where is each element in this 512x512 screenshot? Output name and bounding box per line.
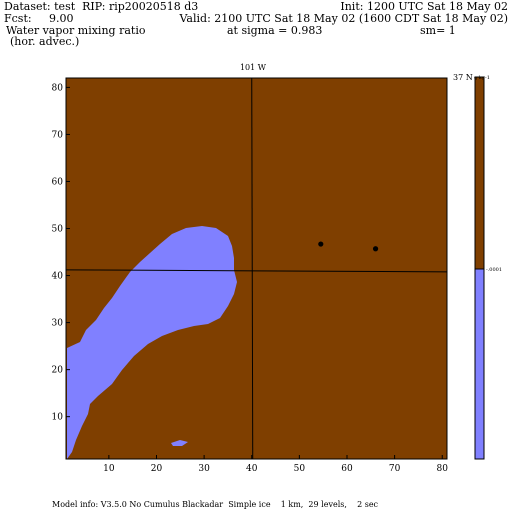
station-marker bbox=[372, 246, 379, 252]
y-tick-label: 10 bbox=[52, 413, 64, 423]
field-name-label: Water vapor mixing ratio bbox=[6, 24, 146, 37]
colorbar-below-segment bbox=[474, 268, 485, 460]
x-tick-label: 60 bbox=[341, 464, 353, 474]
x-tick-label: 20 bbox=[151, 464, 163, 474]
colorbar-units-label: g kg-1 bbox=[474, 75, 490, 81]
meridian-label: 101 W bbox=[240, 63, 267, 72]
model-info-label: Model info: V3.5.0 No Cumulus Blackadar … bbox=[52, 500, 379, 509]
x-tick-label: 80 bbox=[437, 464, 449, 474]
colorbar-above-segment bbox=[474, 76, 485, 270]
x-tick-label: 40 bbox=[246, 464, 258, 474]
x-tick-label: 10 bbox=[103, 464, 115, 474]
colorbar: g kg-1 -.0001 bbox=[474, 75, 502, 460]
y-tick-label: 80 bbox=[52, 83, 64, 93]
sigma-level-label: at sigma = 0.983 bbox=[227, 24, 323, 37]
field-background bbox=[66, 78, 447, 459]
x-tick-label: 50 bbox=[294, 464, 306, 474]
parallel-line bbox=[65, 269, 448, 273]
y-tick-label: 20 bbox=[52, 366, 64, 376]
plot-frame bbox=[65, 77, 448, 460]
station-marker bbox=[318, 241, 324, 247]
forecast-hour-label: Fcst: 9.00 bbox=[4, 12, 74, 25]
x-tick-label: 30 bbox=[198, 464, 210, 474]
moisture-region-main bbox=[67, 226, 237, 459]
y-tick-label: 30 bbox=[52, 319, 64, 329]
y-tick-label: 40 bbox=[52, 272, 64, 282]
plot-area bbox=[65, 77, 448, 460]
moisture-region-small bbox=[171, 440, 188, 446]
valid-time-label: Valid: 2100 UTC Sat 18 May 02 (1600 CDT … bbox=[179, 12, 509, 25]
y-tick-label: 50 bbox=[52, 225, 64, 235]
y-tick-label: 60 bbox=[52, 177, 64, 187]
colorbar-threshold-label: -.0001 bbox=[486, 267, 502, 273]
y-tick-label: 70 bbox=[52, 130, 64, 140]
latitude-corner-label: 37 N bbox=[453, 73, 473, 82]
field-subtitle-label: (hor. advec.) bbox=[10, 35, 80, 48]
smoothing-label: sm= 1 bbox=[420, 24, 456, 37]
meridian-line bbox=[251, 77, 254, 460]
init-time-label: Init: 1200 UTC Sat 18 May 02 bbox=[340, 0, 508, 13]
dataset-label: Dataset: test RIP: rip20020518 d3 bbox=[4, 0, 199, 13]
x-tick-label: 70 bbox=[389, 464, 401, 474]
